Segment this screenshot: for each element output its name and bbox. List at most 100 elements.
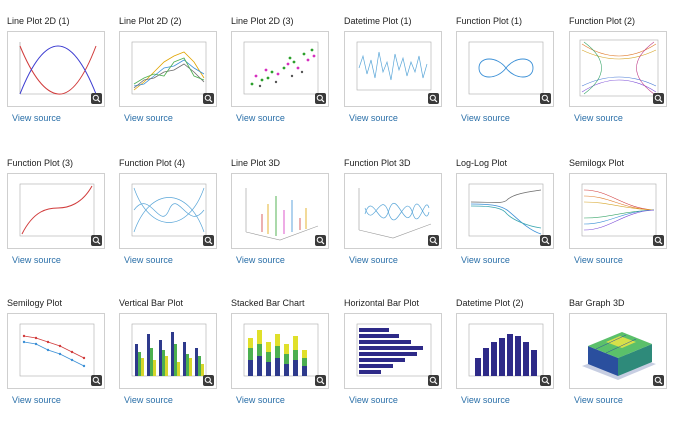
- zoom-icon[interactable]: [203, 93, 214, 104]
- plot-thumbnail[interactable]: [119, 173, 217, 249]
- line-plot-3d-icon: [245, 188, 319, 241]
- view-source-link[interactable]: View source: [349, 255, 398, 265]
- zoom-icon[interactable]: [91, 93, 102, 104]
- gallery-item: Datetime Plot (1) View source: [344, 15, 444, 123]
- plot-thumbnail[interactable]: [7, 173, 105, 249]
- gallery-item: Semilogy Plot View source: [7, 297, 107, 405]
- function-plot-2-icon: [579, 39, 659, 97]
- view-source-link[interactable]: View source: [124, 395, 173, 405]
- view-source-link[interactable]: View source: [461, 255, 510, 265]
- plot-thumbnail[interactable]: [119, 31, 217, 107]
- plot-thumbnail[interactable]: [569, 313, 667, 389]
- zoom-icon[interactable]: [653, 375, 664, 386]
- gallery-item: Function Plot (3) View source: [7, 157, 107, 265]
- view-source-link[interactable]: View source: [461, 113, 510, 123]
- item-title: Function Plot (3): [7, 158, 74, 168]
- plot-thumbnail[interactable]: [119, 313, 217, 389]
- gallery-item: Datetime Plot (2) View source: [456, 297, 556, 405]
- gallery-item: Function Plot (4) View source: [119, 157, 219, 265]
- item-title: Line Plot 2D (2): [119, 16, 182, 26]
- view-source-link[interactable]: View source: [12, 255, 61, 265]
- bar-graph-3d-icon: [582, 332, 656, 380]
- log-log-plot-icon: [468, 183, 544, 237]
- zoom-icon[interactable]: [653, 235, 664, 246]
- gallery-item: Log-Log Plot View source: [456, 157, 556, 265]
- view-source-link[interactable]: View source: [236, 395, 285, 405]
- semilogx-plot-icon: [581, 183, 657, 237]
- gallery-item: Semilogx Plot View source: [569, 157, 669, 265]
- view-source-link[interactable]: View source: [236, 255, 285, 265]
- horizontal-bar-plot-icon: [356, 323, 432, 377]
- gallery-item: Line Plot 3D View source: [231, 157, 331, 265]
- semilogy-plot-icon: [19, 323, 95, 377]
- view-source-link[interactable]: View source: [574, 255, 623, 265]
- plot-thumbnail[interactable]: [569, 31, 667, 107]
- plot-thumbnail[interactable]: [344, 31, 442, 107]
- zoom-icon[interactable]: [203, 375, 214, 386]
- item-title: Function Plot (4): [119, 158, 186, 168]
- plot-thumbnail[interactable]: [456, 173, 554, 249]
- plot-thumbnail[interactable]: [231, 313, 329, 389]
- item-title: Vertical Bar Plot: [119, 298, 184, 308]
- zoom-icon[interactable]: [315, 235, 326, 246]
- gallery-item: Function Plot 3D View source: [344, 157, 444, 265]
- gallery-item: Stacked Bar Chart View source: [231, 297, 331, 405]
- gallery-item: Function Plot (1) View source: [456, 15, 556, 123]
- zoom-icon[interactable]: [428, 375, 439, 386]
- item-title: Line Plot 2D (3): [231, 16, 294, 26]
- plot-thumbnail[interactable]: [7, 313, 105, 389]
- item-title: Datetime Plot (2): [456, 298, 524, 308]
- function-plot-3d-icon: [358, 188, 432, 239]
- zoom-icon[interactable]: [91, 375, 102, 386]
- line-plot-2d-1-icon: [19, 42, 97, 95]
- view-source-link[interactable]: View source: [349, 113, 398, 123]
- plot-thumbnail[interactable]: [456, 31, 554, 107]
- plot-thumbnail[interactable]: [231, 31, 329, 107]
- item-title: Function Plot 3D: [344, 158, 411, 168]
- zoom-icon[interactable]: [428, 93, 439, 104]
- zoom-icon[interactable]: [653, 93, 664, 104]
- plot-thumbnail[interactable]: [231, 173, 329, 249]
- zoom-icon[interactable]: [203, 235, 214, 246]
- gallery-item: Line Plot 2D (2) View source: [119, 15, 219, 123]
- item-title: Datetime Plot (1): [344, 16, 412, 26]
- zoom-icon[interactable]: [91, 235, 102, 246]
- view-source-link[interactable]: View source: [461, 395, 510, 405]
- view-source-link[interactable]: View source: [574, 395, 623, 405]
- plot-thumbnail[interactable]: [344, 173, 442, 249]
- zoom-icon[interactable]: [315, 375, 326, 386]
- item-title: Semilogx Plot: [569, 158, 625, 168]
- plot-thumbnail[interactable]: [569, 173, 667, 249]
- item-title: Log-Log Plot: [456, 158, 508, 168]
- zoom-icon[interactable]: [315, 93, 326, 104]
- function-plot-1-icon: [468, 41, 544, 95]
- item-title: Line Plot 2D (1): [7, 16, 70, 26]
- zoom-icon[interactable]: [428, 235, 439, 246]
- plot-thumbnail[interactable]: [344, 313, 442, 389]
- view-source-link[interactable]: View source: [574, 113, 623, 123]
- view-source-link[interactable]: View source: [349, 395, 398, 405]
- function-plot-4-icon: [131, 183, 207, 237]
- gallery-item: Line Plot 2D (3) View source: [231, 15, 331, 123]
- zoom-icon[interactable]: [540, 93, 551, 104]
- item-title: Stacked Bar Chart: [231, 298, 305, 308]
- item-title: Horizontal Bar Plot: [344, 298, 420, 308]
- view-source-link[interactable]: View source: [124, 255, 173, 265]
- datetime-plot-2-icon: [468, 323, 544, 377]
- view-source-link[interactable]: View source: [12, 113, 61, 123]
- plot-thumbnail[interactable]: [456, 313, 554, 389]
- vertical-bar-plot-icon: [131, 323, 207, 377]
- gallery-item: Function Plot (2) View source: [569, 15, 669, 123]
- view-source-link[interactable]: View source: [236, 113, 285, 123]
- datetime-plot-1-icon: [356, 41, 432, 91]
- item-title: Semilogy Plot: [7, 298, 63, 308]
- zoom-icon[interactable]: [540, 375, 551, 386]
- zoom-icon[interactable]: [540, 235, 551, 246]
- item-title: Function Plot (2): [569, 16, 636, 26]
- view-source-link[interactable]: View source: [12, 395, 61, 405]
- item-title: Line Plot 3D: [231, 158, 281, 168]
- line-plot-2d-3-icon: [243, 41, 319, 95]
- gallery-item: Vertical Bar Plot View source: [119, 297, 219, 405]
- plot-thumbnail[interactable]: [7, 31, 105, 107]
- view-source-link[interactable]: View source: [124, 113, 173, 123]
